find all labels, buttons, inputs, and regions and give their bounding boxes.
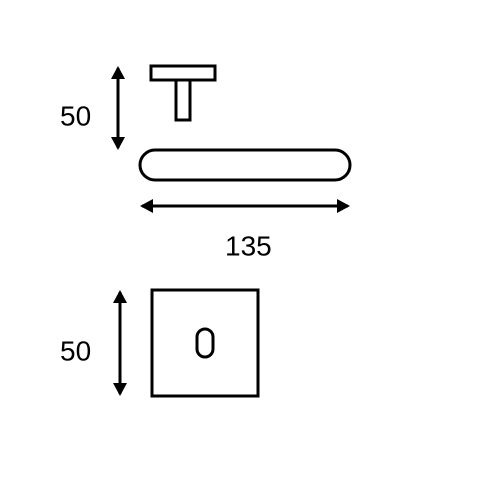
dim-handle-width: 135 <box>140 199 350 261</box>
escutcheon-plate <box>152 290 258 396</box>
plate-outline <box>152 290 258 396</box>
handle-lever <box>140 150 350 180</box>
dim-handle-height-label: 50 <box>60 100 91 131</box>
handle-mount <box>151 66 215 80</box>
dim-plate-height-label: 50 <box>60 335 91 366</box>
dim-handle-width-label: 135 <box>225 230 272 261</box>
handle-stem <box>176 80 190 120</box>
dim-plate-height: 50 <box>60 290 127 396</box>
dim-handle-height: 50 <box>60 66 125 150</box>
door-handle <box>140 66 350 180</box>
plate-keyhole <box>197 329 213 357</box>
